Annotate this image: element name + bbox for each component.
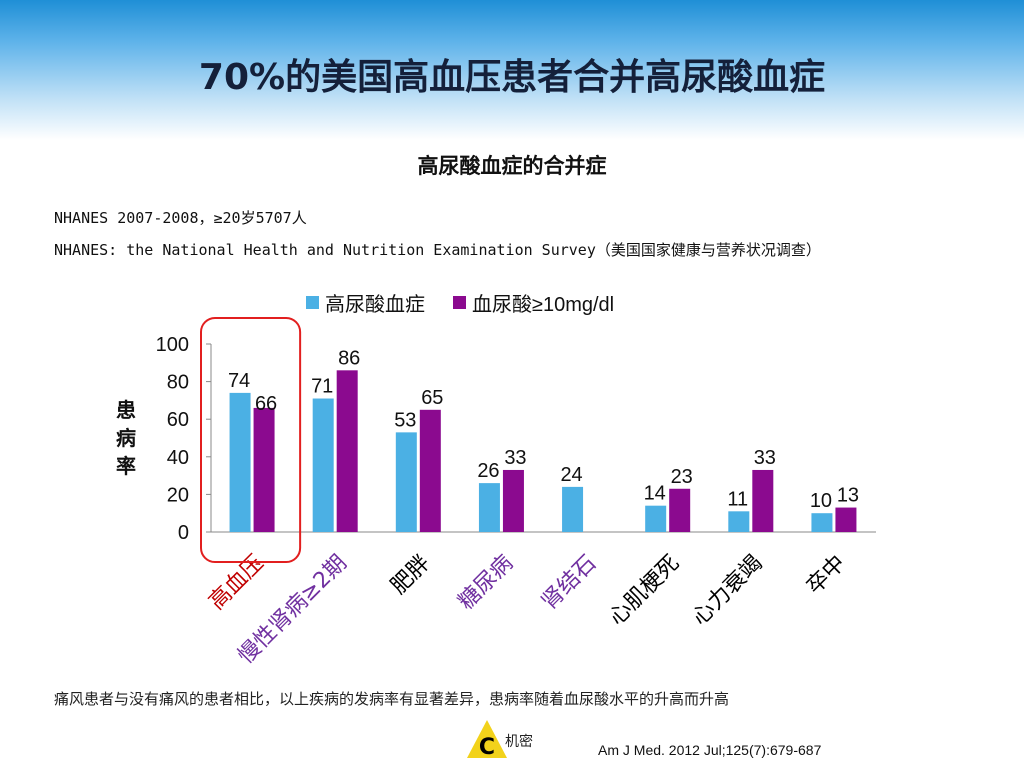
legend-label-series-1: 高尿酸血症 [325,293,425,316]
legend-swatch-series-2 [453,295,466,309]
bar-series-1 [395,432,417,532]
bar-series-2 [669,488,691,532]
bar-series-2 [835,507,857,532]
bar-series-2 [336,370,358,532]
y-axis-label: 患病率 [116,398,136,478]
bar-series-2 [253,407,275,532]
data-label-series-2: 86 [338,347,360,369]
confidential-label: 机密 [505,734,533,750]
bar-series-2 [502,469,524,532]
y-tick-label: 20 [167,484,189,506]
y-tick-label: 40 [167,447,189,469]
bar-series-1 [645,505,667,532]
data-label-series-1: 74 [228,370,250,392]
legend-item-series-2: 血尿酸≥10mg/dl [453,288,614,317]
legend-label-series-2: 血尿酸≥10mg/dl [472,293,615,316]
highlight-box [200,317,302,563]
study-info: NHANES 2007-2008，≥20岁5707人 [54,209,307,227]
bar-series-1 [728,511,750,532]
confidential-logo: C [467,720,507,760]
bar-series-1 [229,392,251,532]
x-category-label: 糖尿病 [454,551,518,615]
y-tick-label: 80 [167,372,189,394]
data-label-series-2: 33 [754,447,776,469]
data-label-series-1: 53 [394,409,416,431]
header-background [0,0,1024,140]
y-tick-label: 60 [167,409,189,431]
logo-triangle [467,720,507,758]
data-label-series-2: 66 [255,393,277,415]
bar-series-1 [562,486,584,532]
citation: Am J Med. 2012 Jul;125(7):679-687 [598,742,822,758]
x-category-label: 高血压 [204,551,268,615]
y-tick-label: 0 [178,522,189,544]
bar-series-2 [419,409,441,532]
bar-series-2 [752,469,774,532]
survey-description: NHANES: the National Health and Nutritio… [54,241,821,259]
data-label-series-1: 10 [810,490,832,512]
data-label-series-2: 65 [421,387,443,409]
x-category-label: 心肌梗死 [605,551,685,631]
data-label-series-2: 33 [504,447,526,469]
y-tick-label: 100 [156,334,189,356]
x-category-label: 心力衰竭 [688,551,768,631]
x-category-label: 肥胖 [386,551,435,600]
x-category-label: 卒中 [802,551,851,600]
logo-letter: C [479,735,495,760]
data-label-series-1: 26 [477,460,499,482]
data-label-series-1: 71 [311,376,333,398]
x-category-label: 肾结石 [537,551,601,615]
data-label-series-1: 24 [560,464,582,486]
data-label-series-1: 14 [644,483,666,505]
legend-swatch-series-1 [306,295,319,309]
chart-legend: 高尿酸血症 血尿酸≥10mg/dl [306,288,642,317]
page-title: 70%的美国高血压患者合并高尿酸血症 [198,57,826,98]
legend-item-series-1: 高尿酸血症 [306,288,425,317]
data-label-series-2: 23 [671,466,693,488]
bar-series-1 [811,513,833,532]
chart-title: 高尿酸血症的合并症 [417,154,607,178]
data-label-series-1: 11 [727,488,748,510]
bar-series-1 [478,483,500,532]
data-label-series-2: 13 [837,485,859,507]
bar-series-1 [312,398,334,532]
footnote: 痛风患者与没有痛风的患者相比，以上疾病的发病率有显著差异，患病率随着血尿酸水平的… [54,690,730,708]
